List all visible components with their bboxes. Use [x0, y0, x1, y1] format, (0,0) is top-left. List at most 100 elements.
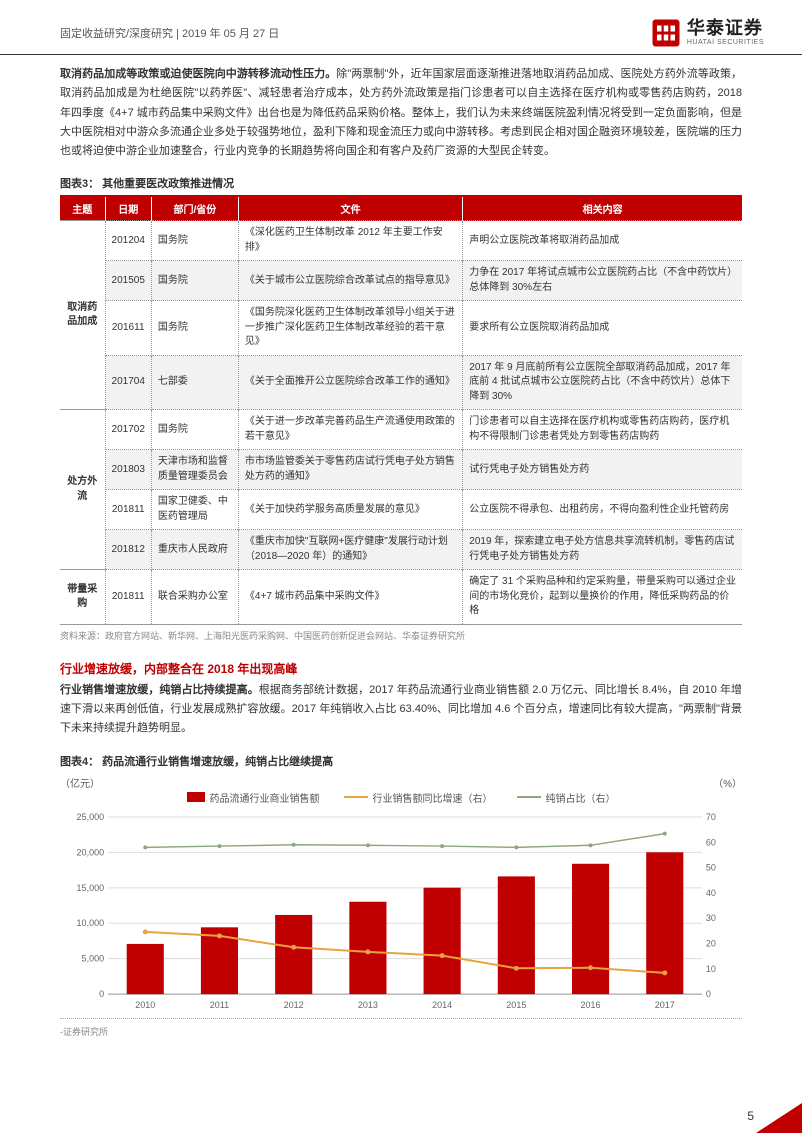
svg-text:5,000: 5,000 — [82, 953, 105, 963]
chart4-svg: 05,00010,00015,00020,00025,0000102030405… — [60, 809, 742, 1019]
table-row: 201803天津市场和监督质量管理委员会市市场监管委关于零售药店试行凭电子处方销… — [60, 450, 742, 490]
svg-text:25,000: 25,000 — [77, 811, 105, 821]
table-row: 201704七部委《关于全面推开公立医院综合改革工作的通知》2017 年 9 月… — [60, 355, 742, 410]
y-right-label: （%） — [713, 775, 742, 790]
table-cell-dept: 天津市场和监督质量管理委员会 — [151, 450, 238, 490]
table-cell-date: 201702 — [105, 410, 151, 450]
table-cell-dept: 国务院 — [151, 410, 238, 450]
table-cell-dept: 国务院 — [151, 301, 238, 356]
legend-bar-label: 药品流通行业商业销售额 — [210, 790, 320, 805]
table-cell-content: 2017 年 9 月底前所有公立医院全部取消药品加成，2017 年底前 4 批试… — [463, 355, 742, 410]
svg-text:2016: 2016 — [581, 1000, 601, 1010]
intro-bold: 取消药品加成等政策或迫使医院向中游转移流动性压力。 — [60, 68, 336, 80]
svg-text:70: 70 — [706, 811, 716, 821]
table-cell-doc: 《重庆市加快"互联网+医疗健康"发展行动计划（2018—2020 年）的通知》 — [238, 530, 462, 570]
intro-rest: 除"两票制"外，近年国家层面逐渐推进落地取消药品加成、医院处方药外流等政策，取消… — [60, 68, 742, 157]
table-cell-content: 力争在 2017 年将试点城市公立医院药占比（不含中药饮片）总体降到 30%左右 — [463, 261, 742, 301]
svg-text:10: 10 — [706, 963, 716, 973]
table-cell-dept: 联合采购办公室 — [151, 570, 238, 625]
svg-text:20,000: 20,000 — [77, 847, 105, 857]
chart4-container: （亿元） （%） 药品流通行业商业销售额 行业销售额同比增速（右） 纯销占比（右… — [60, 775, 742, 1038]
svg-text:0: 0 — [99, 989, 104, 999]
topic-cell: 带量采购 — [60, 570, 105, 625]
table-header-cell: 文件 — [238, 196, 462, 221]
svg-text:2010: 2010 — [135, 1000, 155, 1010]
chart4-title: 图表4： 药品流通行业销售增速放缓，纯销占比继续提高 — [60, 753, 742, 769]
table-cell-date: 201811 — [105, 570, 151, 625]
table-header-cell: 日期 — [105, 196, 151, 221]
green-line-swatch-icon — [517, 796, 541, 798]
section2-heading: 行业增速放缓，内部整合在 2018 年出现高峰 — [60, 660, 742, 677]
table-cell-date: 201204 — [105, 221, 151, 261]
table-cell-doc: 《4+7 城市药品集中采购文件》 — [238, 570, 462, 625]
huatai-logo-icon — [651, 18, 681, 48]
table-cell-doc: 市市场监管委关于零售药店试行凭电子处方销售处方药的通知》 — [238, 450, 462, 490]
legend-green-label: 纯销占比（右） — [546, 790, 616, 805]
chart4-source: -证券研究所 — [60, 1025, 742, 1038]
table-cell-doc: 《国务院深化医药卫生体制改革领导小组关于进一步推广深化医药卫生体制改革经验的若干… — [238, 301, 462, 356]
svg-text:2017: 2017 — [655, 1000, 675, 1010]
table-cell-dept: 国务院 — [151, 261, 238, 301]
svg-text:2013: 2013 — [358, 1000, 378, 1010]
table-cell-date: 201505 — [105, 261, 151, 301]
logo-cn-text: 华泰证券 — [687, 19, 764, 39]
table3-title: 图表3： 其他重要医改政策推进情况 — [60, 175, 742, 191]
topic-cell: 处方外流 — [60, 410, 105, 570]
table-row: 201611国务院《国务院深化医药卫生体制改革领导小组关于进一步推广深化医药卫生… — [60, 301, 742, 356]
page-number: 5 — [747, 1109, 754, 1123]
table-cell-doc: 《深化医药卫生体制改革 2012 年主要工作安排》 — [238, 221, 462, 261]
orange-line-swatch-icon — [344, 796, 368, 798]
y-left-label: （亿元） — [60, 775, 100, 790]
legend-bar: 药品流通行业商业销售额 — [187, 790, 320, 805]
table-cell-content: 2019 年，探索建立电子处方信息共享流转机制，零售药店试行凭电子处方销售处方药 — [463, 530, 742, 570]
svg-text:2012: 2012 — [284, 1000, 304, 1010]
svg-text:40: 40 — [706, 887, 716, 897]
legend-orange: 行业销售额同比增速（右） — [344, 790, 493, 805]
intro-paragraph: 取消药品加成等政策或迫使医院向中游转移流动性压力。除"两票制"外，近年国家层面逐… — [60, 65, 742, 161]
section2-paragraph: 行业销售增速放缓，纯销占比持续提高。根据商务部统计数据，2017 年药品流通行业… — [60, 681, 742, 739]
table-cell-date: 201811 — [105, 490, 151, 530]
policy-table: 主题日期部门/省份文件相关内容 取消药品加成201204国务院《深化医药卫生体制… — [60, 195, 742, 625]
svg-text:20: 20 — [706, 938, 716, 948]
table-row: 处方外流201702国务院《关于进一步改革完善药品生产流通使用政策的若干意见》门… — [60, 410, 742, 450]
table-cell-content: 门诊患者可以自主选择在医疗机构或零售药店购药，医疗机构不得限制门诊患者凭处方到零… — [463, 410, 742, 450]
svg-text:2015: 2015 — [506, 1000, 526, 1010]
table-cell-doc: 《关于全面推开公立医院综合改革工作的通知》 — [238, 355, 462, 410]
table3-source: 资料来源：政府官方网站、新华网、上海阳光医药采购网、中国医药创新促进会网站、华泰… — [60, 629, 742, 642]
header-breadcrumb: 固定收益研究/深度研究 | 2019 年 05 月 27 日 — [60, 25, 279, 41]
table-row: 取消药品加成201204国务院《深化医药卫生体制改革 2012 年主要工作安排》… — [60, 221, 742, 261]
table-cell-doc: 《关于进一步改革完善药品生产流通使用政策的若干意见》 — [238, 410, 462, 450]
table-cell-doc: 《关于城市公立医院综合改革试点的指导意见》 — [238, 261, 462, 301]
footer-triangle-icon — [756, 1103, 802, 1133]
table-cell-content: 确定了 31 个采购品种和约定采购量，带量采购可以通过企业间的市场化竞价，起到以… — [463, 570, 742, 625]
table-cell-date: 201812 — [105, 530, 151, 570]
table-cell-dept: 重庆市人民政府 — [151, 530, 238, 570]
table-header-cell: 主题 — [60, 196, 105, 221]
table-cell-dept: 七部委 — [151, 355, 238, 410]
svg-text:50: 50 — [706, 862, 716, 872]
legend-orange-label: 行业销售额同比增速（右） — [373, 790, 493, 805]
svg-text:0: 0 — [706, 989, 711, 999]
table-cell-dept: 国家卫健委、中医药管理局 — [151, 490, 238, 530]
table-cell-date: 201704 — [105, 355, 151, 410]
svg-text:30: 30 — [706, 913, 716, 923]
table-row: 201505国务院《关于城市公立医院综合改革试点的指导意见》力争在 2017 年… — [60, 261, 742, 301]
table-cell-date: 201803 — [105, 450, 151, 490]
legend-green: 纯销占比（右） — [517, 790, 616, 805]
table-cell-doc: 《关于加快药学服务高质量发展的意见》 — [238, 490, 462, 530]
table-header-cell: 相关内容 — [463, 196, 742, 221]
svg-text:2011: 2011 — [210, 1000, 229, 1010]
logo-en-text: HUATAI SECURITIES — [687, 39, 764, 47]
svg-text:10,000: 10,000 — [77, 918, 105, 928]
table-row: 带量采购201811联合采购办公室《4+7 城市药品集中采购文件》确定了 31 … — [60, 570, 742, 625]
topic-cell: 取消药品加成 — [60, 221, 105, 410]
table-cell-content: 公立医院不得承包、出租药房，不得向盈利性企业托管药房 — [463, 490, 742, 530]
table-header-cell: 部门/省份 — [151, 196, 238, 221]
bar-swatch-icon — [187, 792, 205, 802]
chart-legend: 药品流通行业商业销售额 行业销售额同比增速（右） 纯销占比（右） — [60, 790, 742, 805]
table-cell-dept: 国务院 — [151, 221, 238, 261]
table-header-row: 主题日期部门/省份文件相关内容 — [60, 196, 742, 221]
table-cell-date: 201611 — [105, 301, 151, 356]
svg-text:60: 60 — [706, 837, 716, 847]
logo-block: 华泰证券 HUATAI SECURITIES — [651, 18, 764, 48]
